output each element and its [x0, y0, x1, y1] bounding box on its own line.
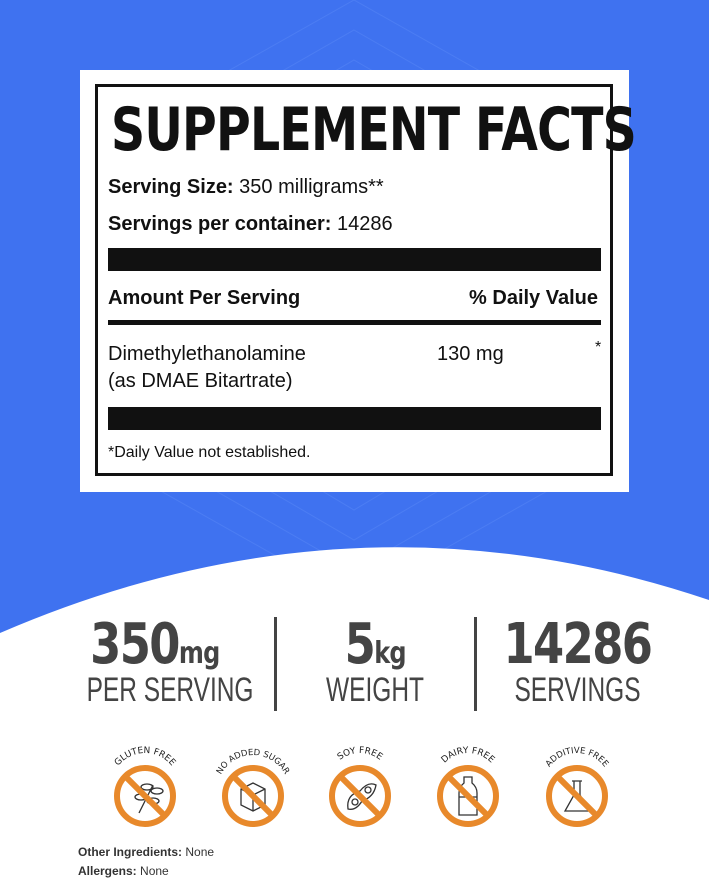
soy-free-badge: SOY FREE	[329, 746, 391, 827]
stat-caption: SERVINGS	[514, 671, 641, 709]
amount-header: Amount Per Serving	[108, 287, 301, 309]
stat-servings: 14286 SERVINGS	[480, 612, 675, 710]
label-border: SUPPLEMENT FACTS Serving Size: 350 milli…	[95, 84, 637, 476]
ingredient-amount: 130 mg	[437, 343, 504, 365]
servings-per-container: Servings per container: 14286	[108, 213, 393, 236]
stat-caption: PER SERVING	[86, 671, 254, 709]
svg-text:SOY FREE: SOY FREE	[336, 746, 384, 763]
divider-bar	[108, 407, 601, 430]
allergens-label: Allergens:	[78, 864, 137, 878]
serving-size-value: 350 milligrams**	[239, 176, 384, 198]
svg-text:GLUTEN FREE: GLUTEN FREE	[113, 746, 177, 768]
stat-caption: WEIGHT	[326, 671, 424, 709]
stat-value: 5kg	[344, 612, 406, 677]
dairy-free-badge: DAIRY FREE	[437, 746, 499, 827]
supplement-facts-label: SUPPLEMENT FACTS Serving Size: 350 milli…	[80, 70, 637, 492]
other-ingredients: Other Ingredients: None	[78, 845, 214, 859]
svg-text:NO ADDED SUGAR: NO ADDED SUGAR	[215, 748, 291, 776]
stat-value: 14286	[503, 612, 653, 677]
allergens: Allergens: None	[78, 864, 169, 878]
divider-line	[108, 320, 601, 325]
stat-weight: 5kg WEIGHT	[280, 612, 470, 710]
serving-size: Serving Size: 350 milligrams**	[108, 176, 384, 199]
stat-per-serving: 350mg PER SERVING	[60, 612, 254, 710]
label-title: SUPPLEMENT FACTS	[111, 95, 637, 165]
stat-value: 350mg	[90, 612, 220, 677]
svg-text:DAIRY FREE: DAIRY FREE	[440, 746, 497, 766]
ingredient-form: (as DMAE Bitartrate)	[108, 370, 293, 392]
servings-label: Servings per container:	[108, 213, 332, 235]
gluten-free-badge: GLUTEN FREE	[113, 746, 177, 827]
footnote: *Daily Value not established.	[108, 444, 311, 461]
allergens-value: None	[140, 864, 169, 878]
stat-divider	[474, 617, 477, 711]
serving-size-label: Serving Size:	[108, 176, 234, 198]
servings-value: 14286	[336, 213, 393, 235]
additive-free-badge: ADDITIVE FREE	[544, 746, 610, 827]
stat-divider	[274, 617, 277, 711]
other-ingredients-label: Other Ingredients:	[78, 845, 183, 859]
soybean-icon	[347, 783, 377, 810]
daily-value-header: % Daily Value	[469, 287, 598, 309]
no-added-sugar-badge: NO ADDED SUGAR	[215, 748, 291, 827]
divider-bar	[108, 248, 601, 271]
ingredient-daily-value: *	[595, 339, 602, 356]
ingredient-name: Dimethylethanolamine	[108, 343, 306, 365]
other-ingredients-value: None	[185, 845, 215, 859]
